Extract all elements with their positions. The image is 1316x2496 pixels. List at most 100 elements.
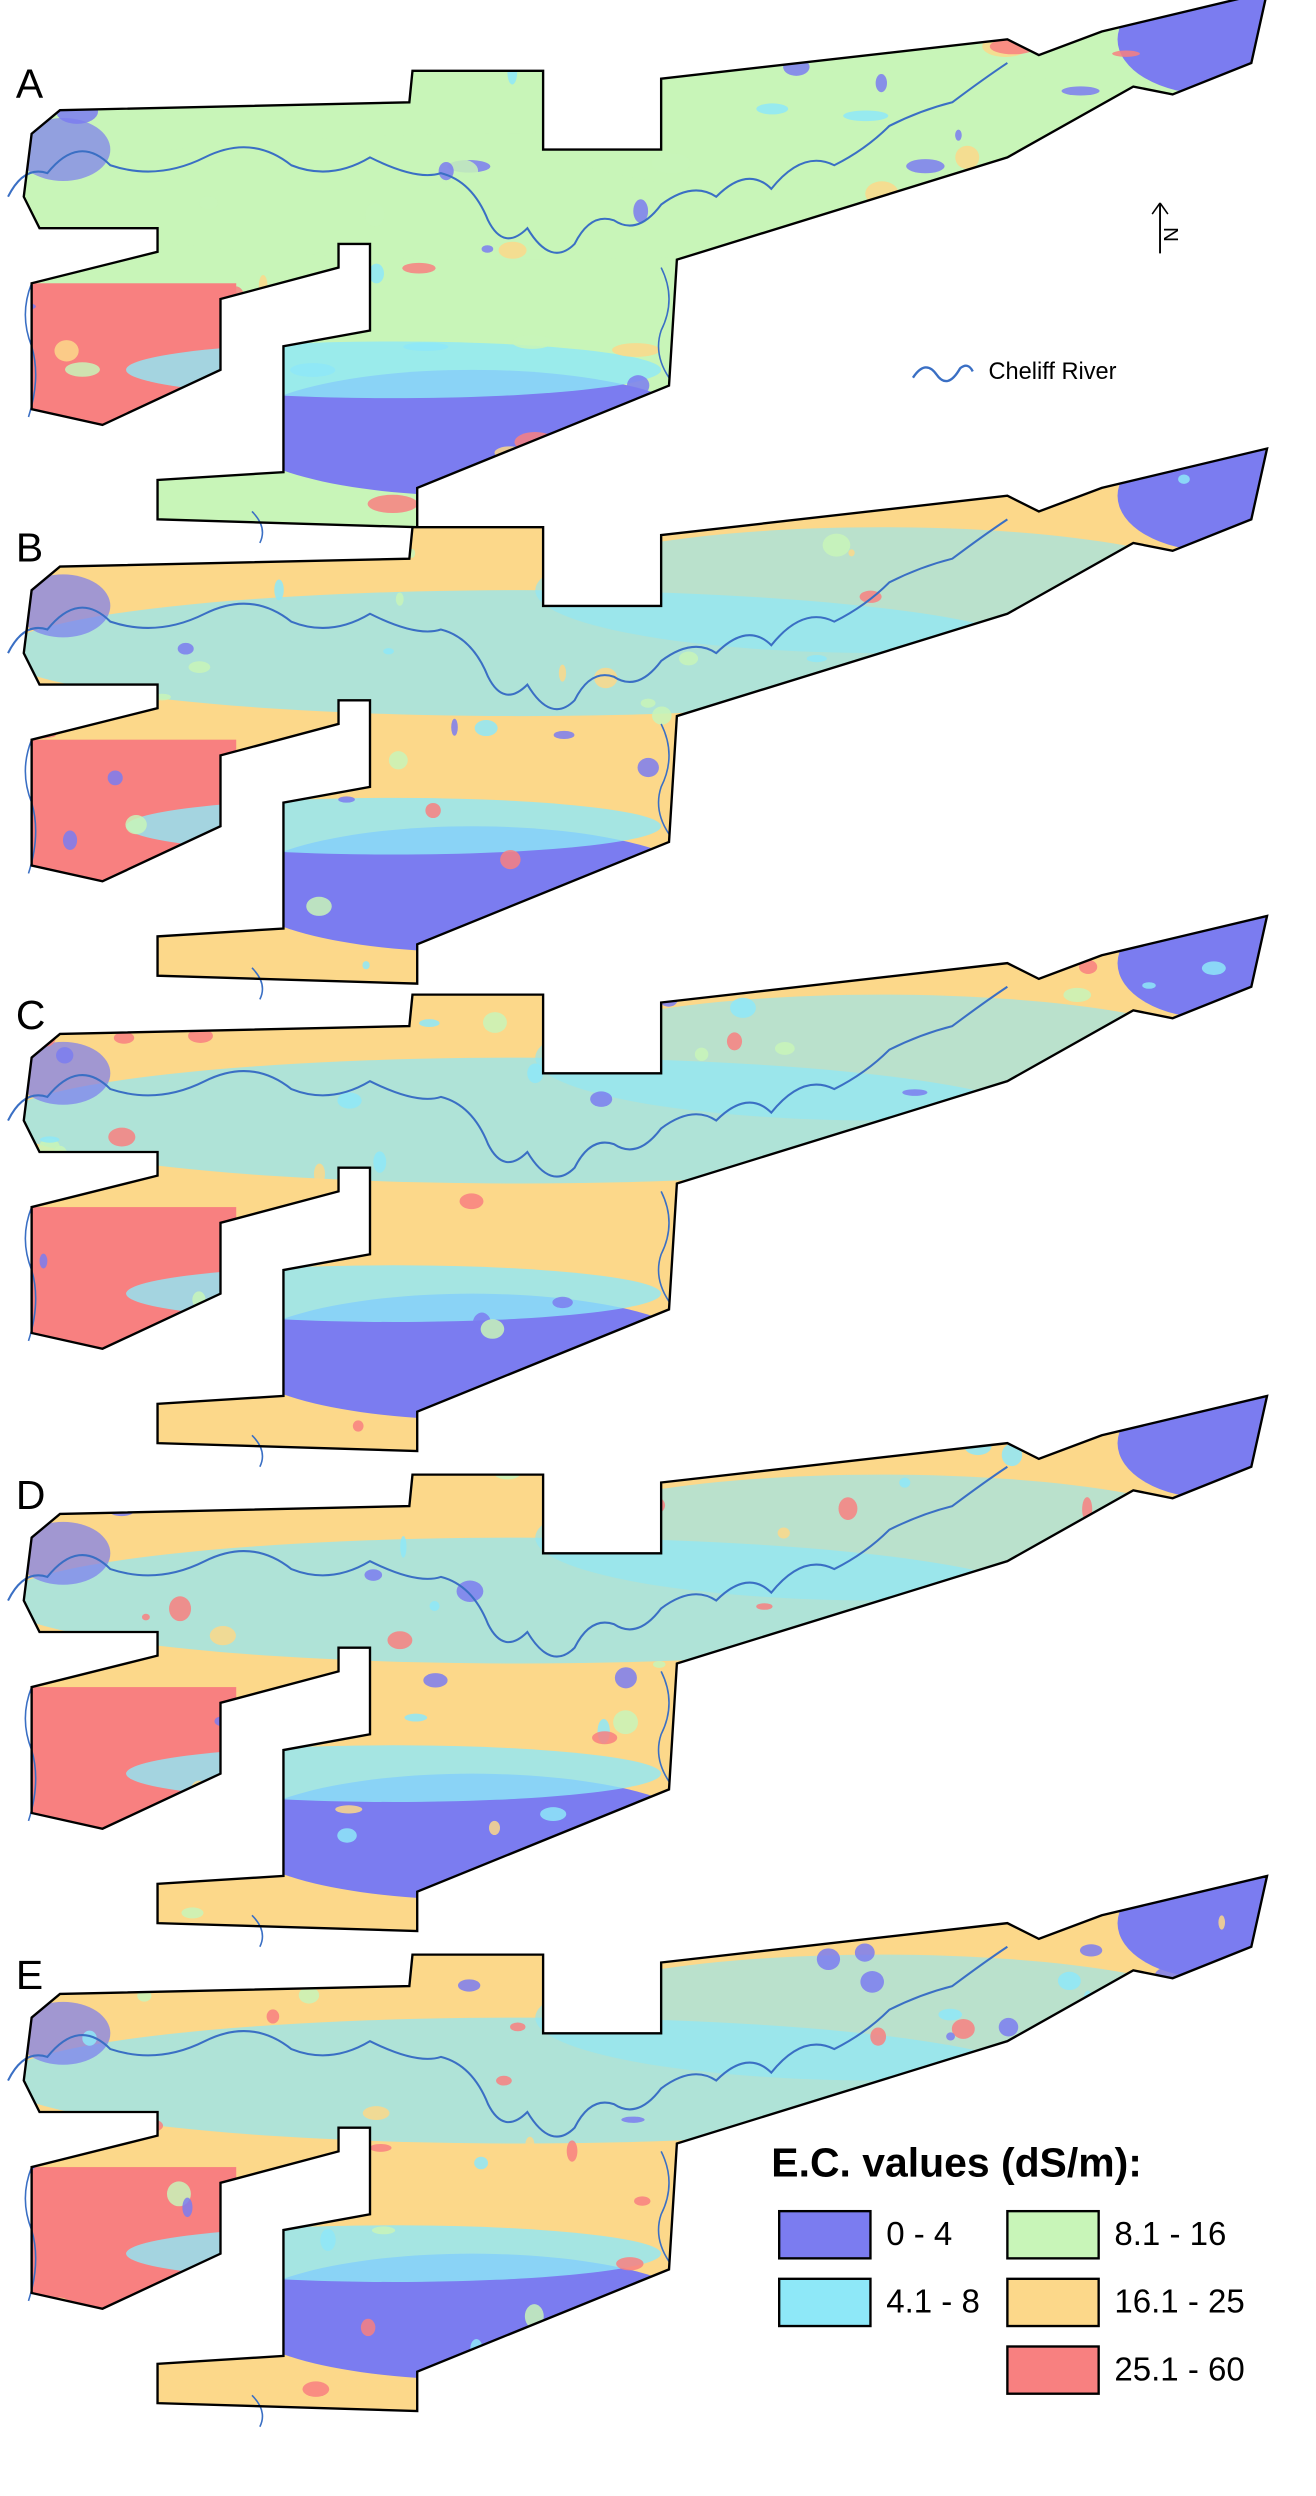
zone <box>23 574 111 638</box>
speckle <box>1178 474 1190 484</box>
speckle <box>638 1326 649 1351</box>
speckle <box>1081 125 1119 140</box>
speckle <box>807 1233 828 1246</box>
speckle <box>0 302 10 322</box>
legend-swatch <box>1006 2345 1100 2395</box>
speckle <box>730 997 756 1018</box>
speckle <box>634 2196 651 2206</box>
speckle <box>816 1948 841 1971</box>
speckle <box>777 1527 790 1539</box>
speckle <box>688 1432 713 1445</box>
legend-label: 16.1 - 25 <box>1114 2284 1244 2321</box>
speckle <box>824 945 843 970</box>
study-area-outline <box>22 446 1269 985</box>
speckle <box>395 592 404 606</box>
speckle <box>199 550 208 564</box>
speckle <box>668 841 679 863</box>
study-area-outline <box>22 1874 1269 2413</box>
speckle <box>313 1163 325 1185</box>
speckle <box>925 1878 940 1896</box>
speckle <box>480 1319 505 1339</box>
speckle <box>1197 1823 1219 1843</box>
speckle <box>963 938 972 949</box>
speckle <box>613 1710 639 1735</box>
speckle <box>1231 688 1245 705</box>
speckle <box>362 961 370 970</box>
speckle <box>1037 1575 1046 1587</box>
speckle <box>932 797 958 808</box>
speckle <box>1196 1377 1220 1394</box>
speckle <box>574 2147 588 2171</box>
speckle <box>177 642 194 655</box>
speckle <box>500 849 521 870</box>
speckle <box>217 1815 235 1825</box>
speckle <box>188 1028 213 1043</box>
speckle <box>725 938 739 946</box>
speckle <box>1131 1233 1154 1253</box>
speckle <box>481 245 494 253</box>
speckle <box>1061 1854 1070 1867</box>
speckle <box>367 494 418 514</box>
speckle <box>1155 403 1168 420</box>
speckle <box>337 1092 362 1109</box>
speckle <box>600 501 611 516</box>
speckle <box>31 1220 43 1232</box>
speckle <box>400 1536 407 1558</box>
legend-swatch <box>778 2277 872 2328</box>
speckle <box>860 1970 884 1993</box>
speckle <box>296 2162 319 2172</box>
speckle <box>838 1497 858 1520</box>
speckle <box>457 983 483 995</box>
speckle <box>1195 1842 1222 1864</box>
speckle <box>764 448 777 462</box>
speckle <box>388 751 408 770</box>
speckle <box>1049 1254 1070 1267</box>
speckle <box>52 1145 69 1171</box>
speckle <box>311 755 331 780</box>
speckle <box>937 487 950 502</box>
speckle <box>763 1362 773 1378</box>
speckle <box>951 2018 975 2039</box>
speckle <box>369 2143 392 2152</box>
speckle <box>637 757 659 778</box>
speckle <box>544 70 581 87</box>
speckle <box>265 768 285 783</box>
speckle <box>228 286 245 310</box>
speckle <box>209 1626 236 1646</box>
speckle <box>765 1846 775 1854</box>
speckle <box>1002 294 1042 304</box>
speckle <box>566 2140 578 2162</box>
speckle <box>139 2119 164 2133</box>
legend-label: 8.1 - 16 <box>1114 2216 1226 2253</box>
speckle <box>614 1383 636 1407</box>
speckle <box>305 290 328 304</box>
speckle <box>287 1514 303 1534</box>
speckle <box>865 453 880 464</box>
speckle <box>559 431 594 450</box>
speckle <box>946 2032 955 2041</box>
speckle <box>182 2197 193 2218</box>
speckle <box>616 2257 644 2271</box>
speckle <box>1230 207 1259 232</box>
speckle <box>169 1596 192 1622</box>
speckle <box>1231 1562 1242 1578</box>
speckle <box>1027 1604 1042 1626</box>
speckle <box>1025 467 1042 485</box>
speckle <box>964 1408 974 1419</box>
speckle <box>826 824 852 839</box>
speckle <box>1194 350 1228 373</box>
speckle <box>960 1256 989 1263</box>
speckle <box>1138 440 1184 464</box>
speckle <box>266 2009 280 2024</box>
map-panel: C <box>7 914 1269 1468</box>
speckle <box>360 2318 376 2337</box>
speckle <box>693 763 702 777</box>
north-arrow: N <box>1151 202 1183 254</box>
speckle <box>913 442 923 454</box>
speckle <box>866 1858 880 1872</box>
speckle <box>199 196 218 210</box>
speckle <box>1030 1809 1055 1823</box>
ec-zones <box>0 0 1268 528</box>
speckle <box>1018 2087 1026 2110</box>
legend-swatch <box>778 2209 872 2260</box>
